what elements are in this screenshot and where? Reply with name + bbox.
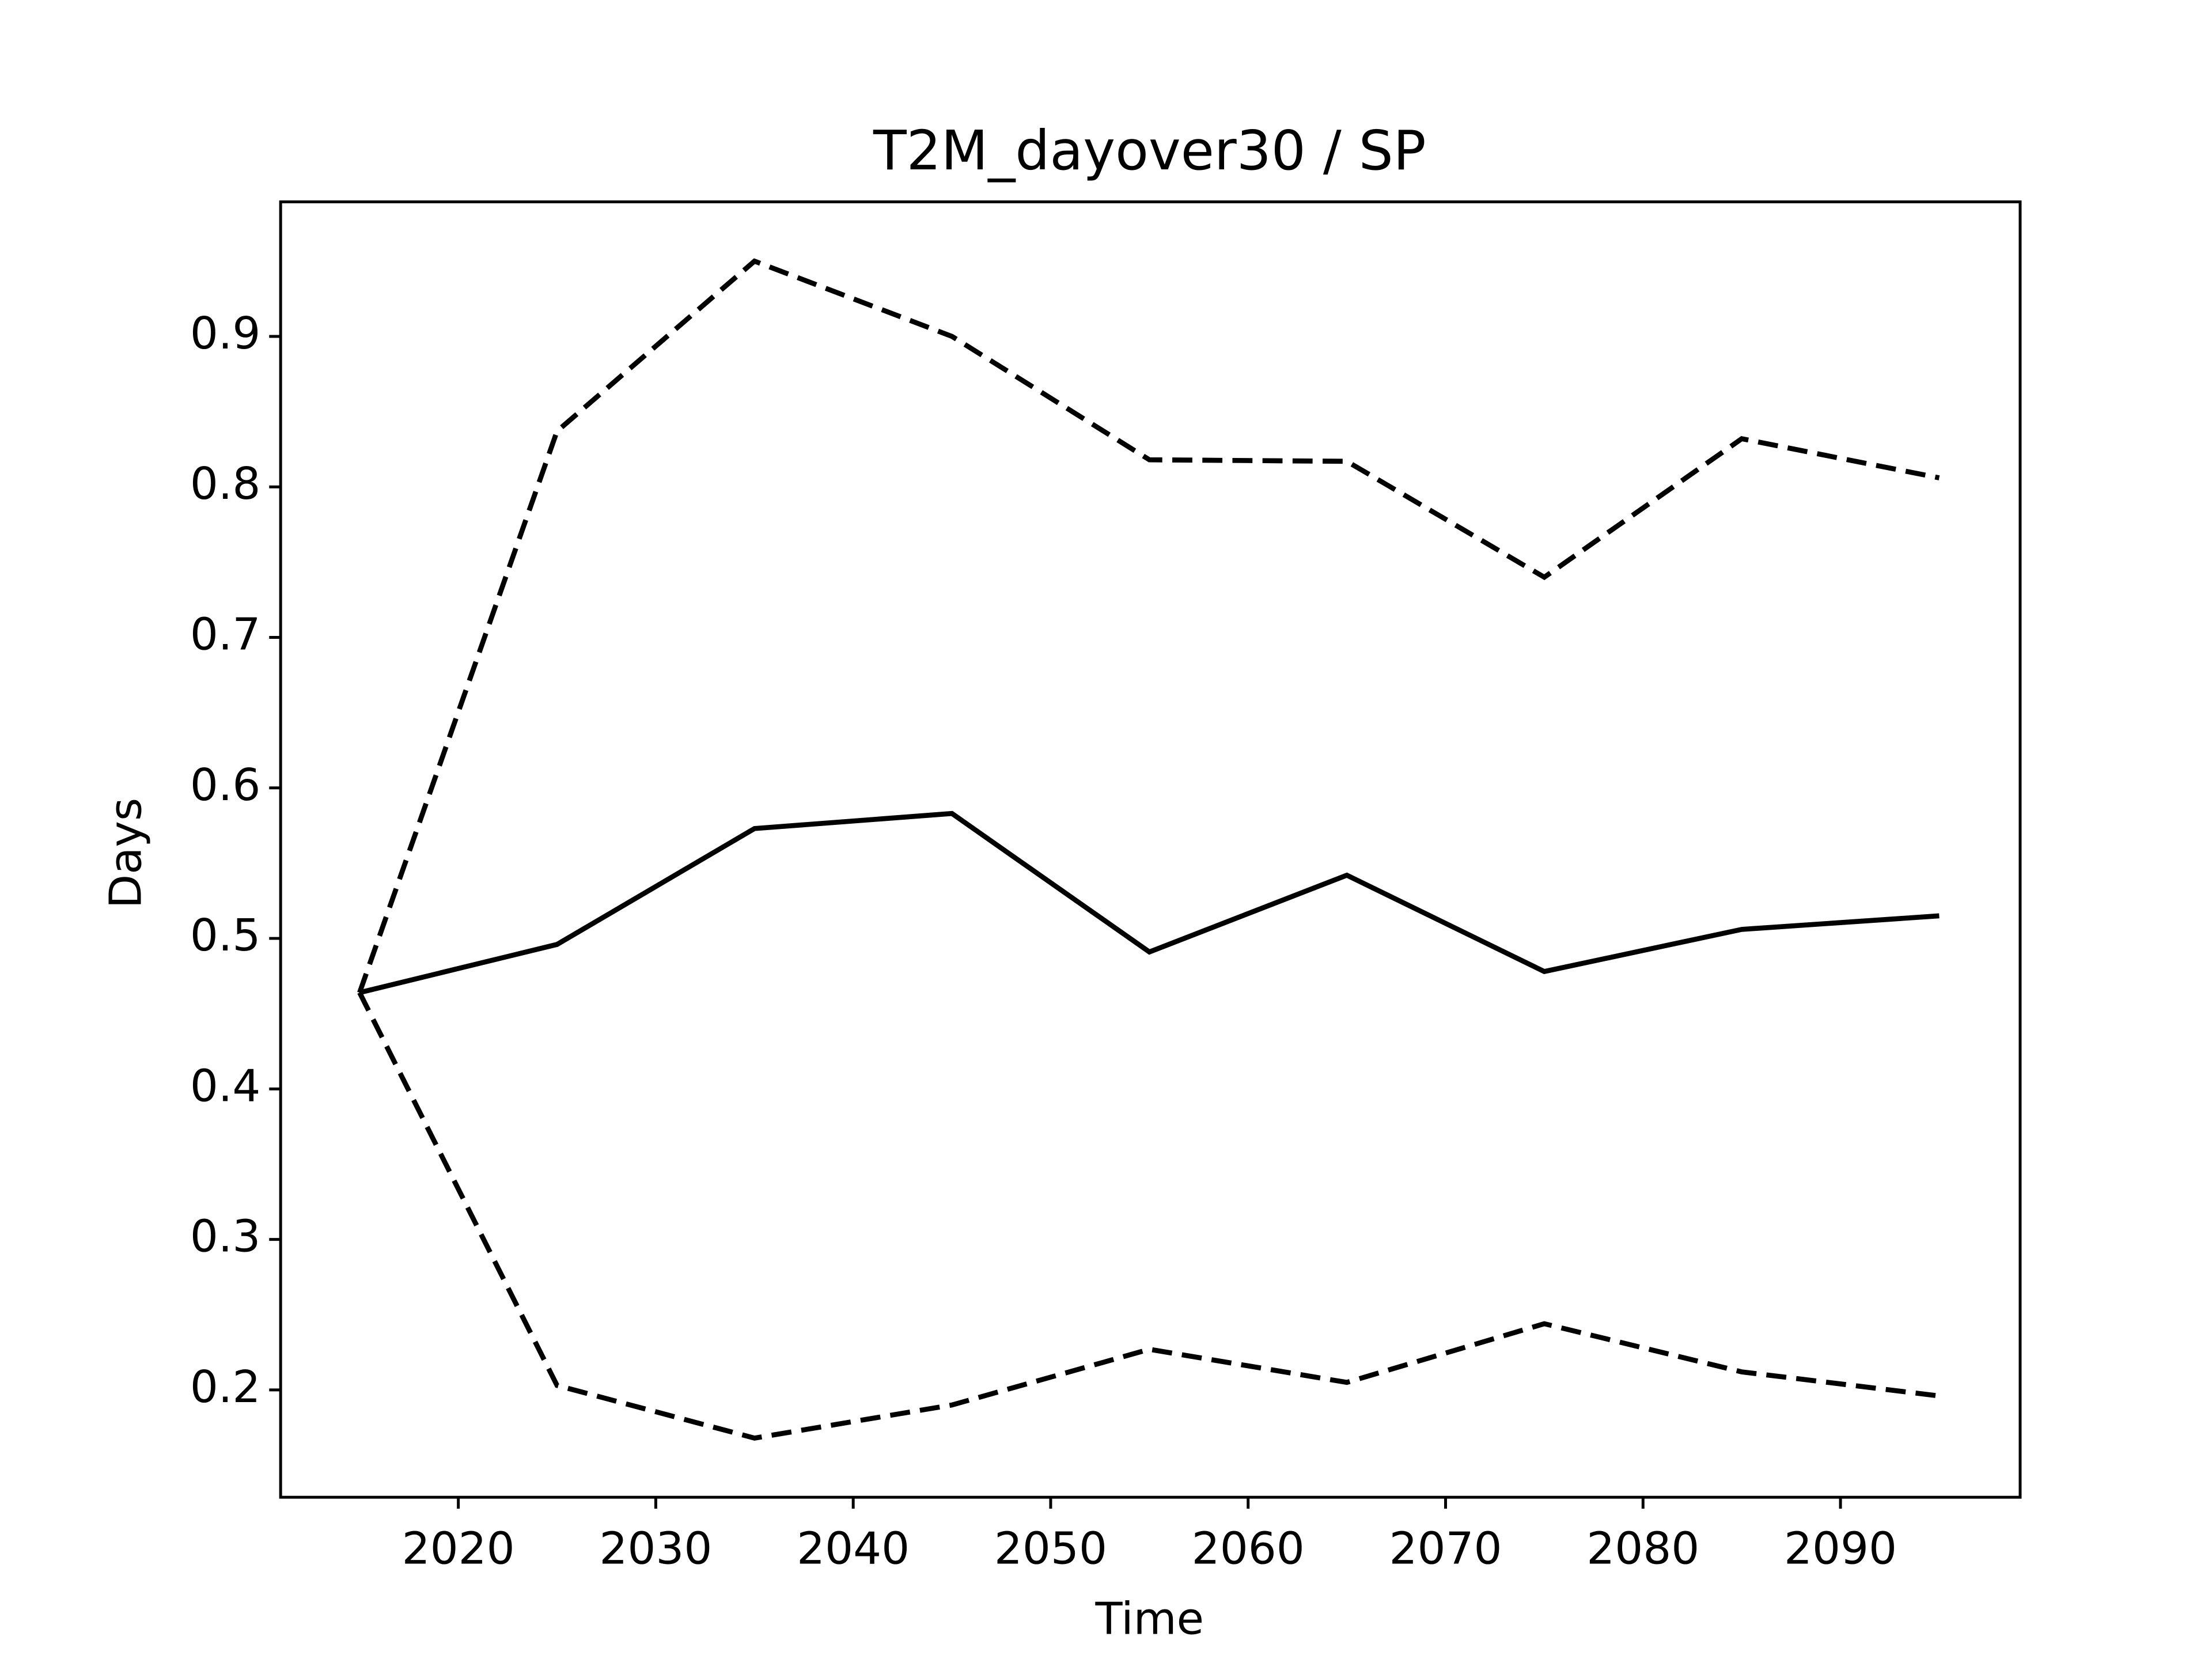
x-tick-label: 2030 xyxy=(599,1523,712,1575)
x-tick-label: 2040 xyxy=(797,1523,910,1575)
y-tick-label: 0.2 xyxy=(190,1361,261,1413)
x-tick-label: 2080 xyxy=(1586,1523,1699,1575)
data-line xyxy=(359,810,1940,995)
x-tick-label: 2050 xyxy=(994,1523,1107,1575)
y-axis-label: Days xyxy=(100,798,152,908)
y-tick-label: 0.3 xyxy=(190,1211,261,1263)
x-tick-label: 2060 xyxy=(1192,1523,1305,1575)
x-tick-label: 2020 xyxy=(402,1523,515,1575)
x-tick-label: 2090 xyxy=(1784,1523,1897,1575)
x-axis-label: Time xyxy=(1095,1593,1205,1645)
y-tick-label: 0.7 xyxy=(190,609,261,661)
y-tick-label: 0.6 xyxy=(190,759,261,811)
y-tick-label: 0.8 xyxy=(190,458,261,510)
y-tick-label: 0.5 xyxy=(190,910,261,961)
x-tick-label: 2070 xyxy=(1389,1523,1502,1575)
chart-title: T2M_dayover30 / SP xyxy=(873,119,1426,183)
data-line xyxy=(357,258,1940,994)
y-tick-label: 0.4 xyxy=(190,1060,261,1112)
plot-frame xyxy=(279,200,2022,1499)
y-tick-label: 0.9 xyxy=(190,308,261,359)
